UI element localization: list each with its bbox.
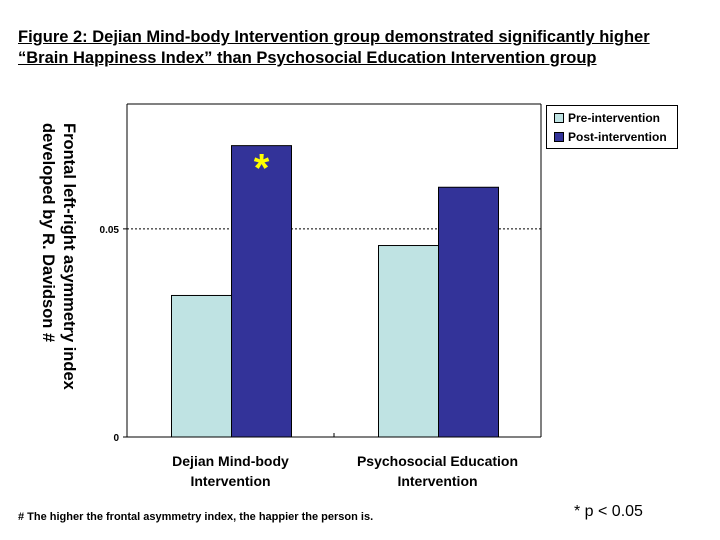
chart-legend: Pre-intervention Post-intervention (546, 105, 678, 149)
category-label-0-1: Intervention (190, 473, 270, 489)
legend-label-post: Post-intervention (568, 130, 667, 144)
y-axis-label-line-2: developed by R. Davidson # (39, 123, 57, 343)
legend-item-post: Post-intervention (554, 130, 667, 144)
y-axis-label-line-1: Frontal left-right asymmetry index (60, 123, 78, 390)
significance-asterisk-0: * (254, 147, 270, 191)
title-line-1: Figure 2: Dejian Mind-body Intervention … (18, 28, 650, 46)
bar-post-0 (231, 145, 292, 438)
legend-swatch-pre (554, 112, 564, 123)
footnote: # The higher the frontal asymmetry index… (18, 511, 374, 523)
legend-label-pre: Pre-intervention (568, 111, 661, 125)
category-label-1-0: Psychosocial Education (357, 453, 518, 469)
significance-note: * p < 0.05 (574, 503, 643, 520)
bar-pre-1 (378, 245, 439, 438)
figure-title: Figure 2: Dejian Mind-body Intervention … (18, 27, 718, 69)
bar-pre-0 (171, 294, 232, 438)
legend-swatch-post (554, 131, 564, 142)
category-label-0-0: Dejian Mind-body (172, 453, 289, 469)
y-tick-label-0: 0 (113, 433, 119, 444)
bar-post-1 (438, 186, 499, 438)
y-axis-label: Frontal left-right asymmetry index devel… (35, 123, 79, 423)
legend-item-pre: Pre-intervention (554, 111, 660, 125)
y-tick-label-1: 0.05 (100, 225, 120, 236)
title-line-2: “Brain Happiness Index” than Psychosocia… (18, 49, 597, 67)
category-label-1-1: Intervention (397, 473, 477, 489)
